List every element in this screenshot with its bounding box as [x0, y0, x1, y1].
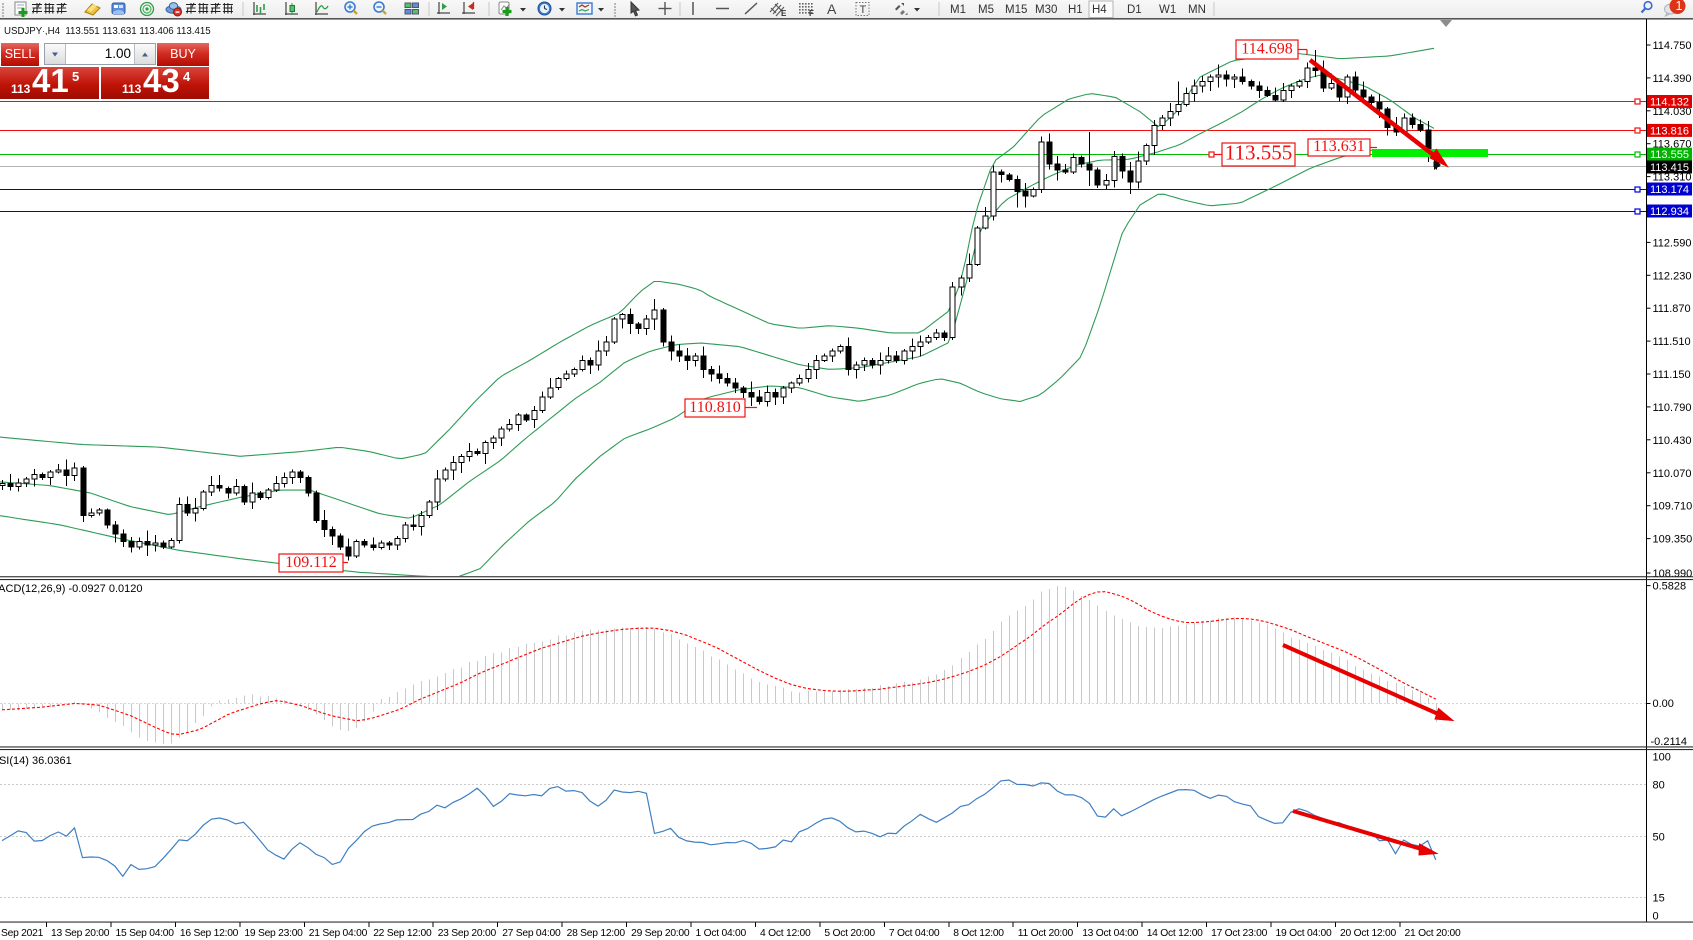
svg-text:MN: MN — [1188, 4, 1206, 16]
svg-text:109.350: 109.350 — [1653, 534, 1693, 546]
svg-text:113.415: 113.415 — [1650, 162, 1689, 174]
svg-text:22 Sep 12:00: 22 Sep 12:00 — [373, 928, 432, 939]
svg-text:111.510: 111.510 — [1653, 336, 1691, 348]
svg-text:113.555: 113.555 — [1225, 141, 1292, 165]
svg-text:110.430: 110.430 — [1653, 435, 1692, 447]
svg-text:1 Oct 04:00: 1 Oct 04:00 — [696, 928, 747, 939]
svg-text:113.631: 113.631 — [1313, 138, 1364, 155]
svg-text:28 Sep 12:00: 28 Sep 12:00 — [567, 928, 626, 939]
svg-text:H1: H1 — [1068, 4, 1083, 16]
svg-text:H4: H4 — [1092, 4, 1107, 16]
svg-text:1: 1 — [1676, 0, 1683, 13]
svg-text:-0.2114: -0.2114 — [1651, 736, 1688, 748]
svg-text:15: 15 — [1653, 893, 1665, 905]
svg-text:110.790: 110.790 — [1653, 402, 1692, 414]
svg-text:19 Sep 23:00: 19 Sep 23:00 — [244, 928, 303, 939]
svg-text:21 Sep 04:00: 21 Sep 04:00 — [309, 928, 368, 939]
svg-text:113.174: 113.174 — [1650, 184, 1689, 196]
svg-text:27 Sep 04:00: 27 Sep 04:00 — [502, 928, 561, 939]
svg-text:19 Oct 04:00: 19 Oct 04:00 — [1276, 928, 1332, 939]
svg-text:F: F — [809, 9, 814, 18]
svg-text:114.698: 114.698 — [1241, 41, 1292, 58]
svg-text:80: 80 — [1653, 779, 1665, 791]
svg-text:7 Oct 04:00: 7 Oct 04:00 — [889, 928, 940, 939]
svg-text:110.070: 110.070 — [1653, 468, 1692, 480]
svg-text:RSI(14) 36.0361: RSI(14) 36.0361 — [0, 755, 72, 767]
svg-text:MACD(12,26,9) -0.0927 0.0120: MACD(12,26,9) -0.0927 0.0120 — [0, 583, 142, 595]
svg-text:M5: M5 — [978, 4, 994, 16]
svg-text:E: E — [781, 9, 787, 18]
svg-text:111.150: 111.150 — [1653, 369, 1691, 381]
svg-text:108.990: 108.990 — [1653, 568, 1693, 580]
svg-text:112.590: 112.590 — [1653, 237, 1692, 249]
svg-text:0: 0 — [1653, 911, 1659, 923]
svg-text:15 Sep 04:00: 15 Sep 04:00 — [116, 928, 175, 939]
svg-text:113.816: 113.816 — [1650, 125, 1689, 137]
svg-text:W1: W1 — [1159, 4, 1176, 16]
svg-text:20 Oct 12:00: 20 Oct 12:00 — [1340, 928, 1396, 939]
svg-text:113.555: 113.555 — [1650, 149, 1689, 161]
svg-text:109.112: 109.112 — [285, 554, 336, 571]
svg-text:4 Oct 12:00: 4 Oct 12:00 — [760, 928, 811, 939]
svg-text:D1: D1 — [1127, 4, 1142, 16]
svg-text:112.934: 112.934 — [1650, 206, 1689, 218]
svg-text:Sep 2021: Sep 2021 — [1, 928, 44, 939]
svg-text:29 Sep 20:00: 29 Sep 20:00 — [631, 928, 690, 939]
svg-text:114.030: 114.030 — [1653, 106, 1692, 118]
svg-text:17 Oct 23:00: 17 Oct 23:00 — [1211, 928, 1267, 939]
svg-text:21 Oct 20:00: 21 Oct 20:00 — [1405, 928, 1461, 939]
svg-text:M15: M15 — [1005, 4, 1027, 16]
svg-text:114.132: 114.132 — [1650, 97, 1689, 109]
svg-text:5 Oct 20:00: 5 Oct 20:00 — [824, 928, 875, 939]
svg-text:113.310: 113.310 — [1653, 172, 1692, 184]
svg-text:109.710: 109.710 — [1653, 501, 1693, 513]
svg-text:110.810: 110.810 — [689, 399, 740, 416]
svg-text:112.230: 112.230 — [1653, 270, 1692, 282]
svg-text:14 Oct 12:00: 14 Oct 12:00 — [1147, 928, 1203, 939]
svg-text:13 Sep 20:00: 13 Sep 20:00 — [51, 928, 110, 939]
svg-text:13 Oct 04:00: 13 Oct 04:00 — [1082, 928, 1138, 939]
svg-text:50: 50 — [1653, 832, 1665, 844]
svg-text:8 Oct 12:00: 8 Oct 12:00 — [953, 928, 1004, 939]
svg-text:111.870: 111.870 — [1653, 303, 1691, 315]
svg-text:0.00: 0.00 — [1653, 698, 1674, 710]
svg-text:23 Sep 20:00: 23 Sep 20:00 — [438, 928, 497, 939]
svg-text:114.390: 114.390 — [1653, 73, 1692, 85]
svg-text:100: 100 — [1653, 752, 1671, 764]
svg-text:M1: M1 — [950, 4, 966, 16]
svg-text:11 Oct 20:00: 11 Oct 20:00 — [1018, 928, 1074, 939]
svg-text:T: T — [860, 4, 867, 16]
svg-text:M30: M30 — [1035, 4, 1057, 16]
svg-text:0.5828: 0.5828 — [1653, 581, 1687, 593]
svg-text:16 Sep 12:00: 16 Sep 12:00 — [180, 928, 239, 939]
svg-text:A: A — [827, 1, 837, 17]
svg-text:114.750: 114.750 — [1653, 40, 1692, 52]
